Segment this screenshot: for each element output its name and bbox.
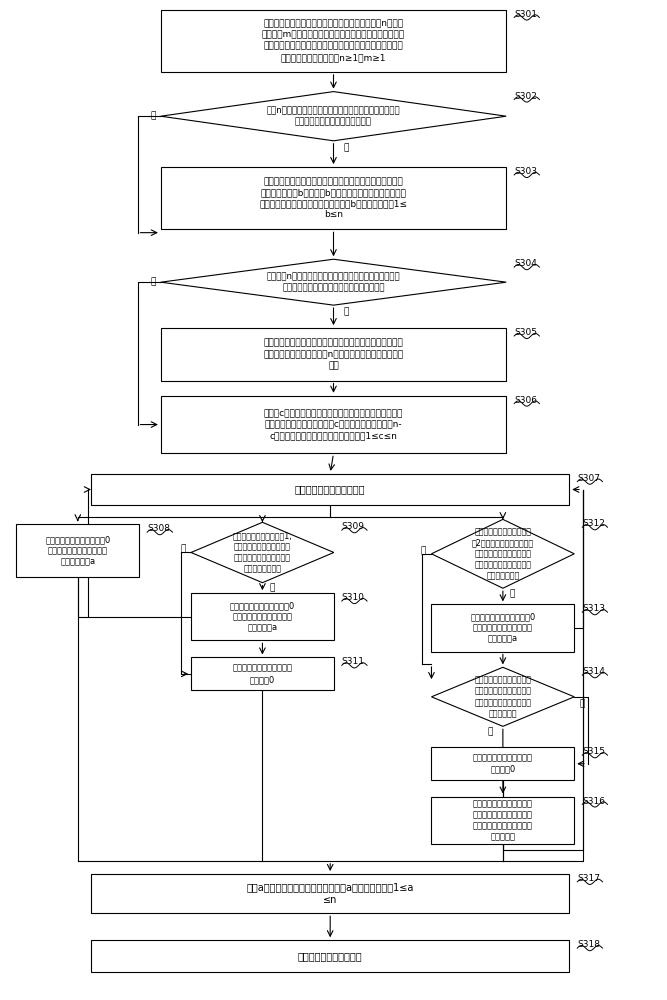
Text: 是: 是 xyxy=(488,727,493,736)
Text: S307: S307 xyxy=(577,474,600,483)
Text: S305: S305 xyxy=(514,328,537,337)
Text: 剩余样板逆变器的数量为1,
则判断剩余样板逆变器的第
一参数相比第二参数是否下
降了至少第一阈值: 剩余样板逆变器的数量为1, 则判断剩余样板逆变器的第 一参数相比第二参数是否下 … xyxy=(233,531,292,574)
FancyBboxPatch shape xyxy=(432,747,574,780)
FancyBboxPatch shape xyxy=(91,474,570,505)
FancyBboxPatch shape xyxy=(432,604,574,652)
Text: 令剩余样板逆变器的数量为0
，确认需要更新的样板逆变
器的数量为a: 令剩余样板逆变器的数量为0 ，确认需要更新的样板逆变 器的数量为a xyxy=(230,601,295,632)
Text: 否: 否 xyxy=(180,545,185,554)
Polygon shape xyxy=(161,259,506,305)
Text: 若剩余样板逆变器的数量为0
，则确认需要更新的样板逆
变器的数量为a: 若剩余样板逆变器的数量为0 ，则确认需要更新的样板逆 变器的数量为a xyxy=(45,535,111,566)
Text: 依次判断剩余样板逆变器中
的每台样板逆变器的第三参
数相比第四参数是否下降了
至少第二阈值: 依次判断剩余样板逆变器中 的每台样板逆变器的第三参 数相比第四参数是否下降了 至… xyxy=(474,676,532,718)
FancyBboxPatch shape xyxy=(161,10,506,72)
FancyBboxPatch shape xyxy=(161,167,506,229)
Text: 若每台样板逆变器当日的日等效利用小时数均不大于日可能
最大等效利用小时数，则将n台样板逆变器作为剩余样板逆
变器: 若每台样板逆变器当日的日等效利用小时数均不大于日可能 最大等效利用小时数，则将n… xyxy=(263,339,404,370)
Text: S306: S306 xyxy=(514,396,537,405)
Text: S317: S317 xyxy=(577,874,600,883)
Text: 剩余样板逆变器的数量不小
于2，则判断剩余样板逆变器
中的当日最高日等效利用小
时数是否不大于当日全站日
等效利用小时数: 剩余样板逆变器的数量不小 于2，则判断剩余样板逆变器 中的当日最高日等效利用小 … xyxy=(472,527,534,580)
Text: 若存在c台样板逆变器当日的日等效利用小时数大于日可能
最大等效利用小时数，则剔除c台样板逆变器后，将（n-
c）台样板逆变器作为剩余样板逆变器，1≤c≤n: 若存在c台样板逆变器当日的日等效利用小时数大于日可能 最大等效利用小时数，则剔除… xyxy=(264,409,403,440)
Text: 存在逆变器状态为异常、且持续时间不小于预设时间的样板
逆变器的数量为b，则使用b台非样板逆变器替换逆变器状态
为异常、且持续时间不小于预设时间的b台样板逆变器，: 存在逆变器状态为异常、且持续时间不小于预设时间的样板 逆变器的数量为b，则使用b… xyxy=(259,177,408,219)
Text: 是: 是 xyxy=(344,143,349,152)
Text: 是: 是 xyxy=(510,589,515,598)
Text: 否: 否 xyxy=(150,278,155,287)
FancyBboxPatch shape xyxy=(432,797,574,844)
Text: 取全站逆变器的运行数据，其中，全站逆变器包括n台样板
逆变器和m台非样板逆变器，运行数据包括每台逆变器的运
行日期、每个运行日期对应的日等效利用小时数和每个运行: 取全站逆变器的运行数据，其中，全站逆变器包括n台样板 逆变器和m台非样板逆变器，… xyxy=(262,20,405,62)
Text: 计算光伏电站的损失电量: 计算光伏电站的损失电量 xyxy=(298,951,362,961)
FancyBboxPatch shape xyxy=(91,874,570,913)
Text: S309: S309 xyxy=(342,522,365,531)
Text: 剔除第三参数相比第四参数
下降了至少第二阈值的样板
逆变器后，更新剩余样板逆
变器的数量: 剔除第三参数相比第四参数 下降了至少第二阈值的样板 逆变器后，更新剩余样板逆 变… xyxy=(473,799,533,841)
FancyBboxPatch shape xyxy=(191,657,334,690)
Text: 否: 否 xyxy=(580,699,585,708)
Text: S304: S304 xyxy=(514,259,537,268)
Polygon shape xyxy=(432,667,574,726)
Text: 是: 是 xyxy=(344,307,349,316)
Text: 否: 否 xyxy=(421,546,426,555)
FancyBboxPatch shape xyxy=(161,396,506,453)
FancyBboxPatch shape xyxy=(191,593,334,640)
Text: S303: S303 xyxy=(514,167,537,176)
Text: 令剩余样板逆变器的数量为0
，确认需要更新的样板逆变
器的数量为a: 令剩余样板逆变器的数量为0 ，确认需要更新的样板逆变 器的数量为a xyxy=(470,612,536,644)
Text: S318: S318 xyxy=(577,940,600,949)
Text: S310: S310 xyxy=(342,593,365,602)
Text: S301: S301 xyxy=(514,10,537,19)
Polygon shape xyxy=(432,519,574,588)
Text: S302: S302 xyxy=(514,92,537,101)
Text: S313: S313 xyxy=(582,604,605,613)
Polygon shape xyxy=(161,92,506,141)
FancyBboxPatch shape xyxy=(91,940,570,972)
Text: S312: S312 xyxy=(582,519,605,528)
Polygon shape xyxy=(191,522,334,583)
FancyBboxPatch shape xyxy=(161,328,506,381)
Text: 使用a台非样板逆变器替换需要更新的a台样板逆变器，1≤a
≤n: 使用a台非样板逆变器替换需要更新的a台样板逆变器，1≤a ≤n xyxy=(247,882,414,905)
Text: 依次判断n台样板逆变器中每台样板逆变器当日的日等效利
用小时数是否大于日可能最大等效利用小时数: 依次判断n台样板逆变器中每台样板逆变器当日的日等效利 用小时数是否大于日可能最大… xyxy=(267,272,400,292)
Text: S308: S308 xyxy=(147,524,170,533)
Text: 确认需要更新的样板逆变器
的数量为0: 确认需要更新的样板逆变器 的数量为0 xyxy=(232,664,292,684)
Text: S314: S314 xyxy=(582,667,605,676)
Text: S316: S316 xyxy=(582,797,605,806)
Text: 是: 是 xyxy=(269,583,274,592)
Text: S315: S315 xyxy=(582,747,605,756)
Text: 判断n台样板逆变器中是否存在逆变器状态为异常，且持续
时间不小于预设时间的样板逆变器: 判断n台样板逆变器中是否存在逆变器状态为异常，且持续 时间不小于预设时间的样板逆… xyxy=(267,106,400,126)
Text: 否: 否 xyxy=(150,112,155,121)
Text: 确认需要更新的样板逆变器
的数量为0: 确认需要更新的样板逆变器 的数量为0 xyxy=(473,754,533,774)
Text: S311: S311 xyxy=(342,657,365,666)
FancyBboxPatch shape xyxy=(16,524,139,577)
Text: 确定剩余样板逆变器的数量: 确定剩余样板逆变器的数量 xyxy=(295,485,366,495)
